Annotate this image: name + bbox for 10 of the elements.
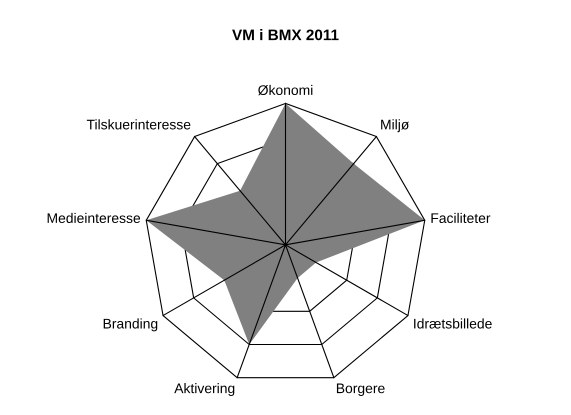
spoke-label: Tilskuerinteresse: [86, 119, 190, 130]
spoke-label: Miljø: [381, 119, 410, 132]
spoke-label: Borgere: [336, 384, 385, 396]
chart-title: VM i BMX 2011: [232, 29, 339, 40]
spoke-label: Branding: [104, 318, 158, 332]
spoke-label: Økonomi: [258, 84, 312, 96]
spoke-label: Medieinteresse: [48, 212, 140, 224]
spoke-label: Faciliteter: [431, 212, 490, 224]
spoke-label: Aktivering: [174, 383, 234, 396]
spoke-label: Idrætsbillede: [414, 318, 492, 329]
